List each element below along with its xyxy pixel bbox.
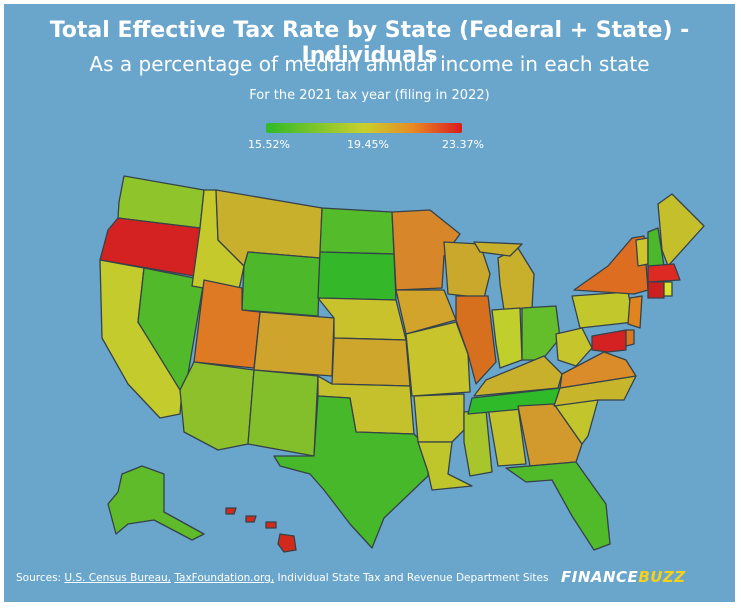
state-rhode-island [663,281,673,297]
taxfoundation-link[interactable]: TaxFoundation.org, [174,572,275,584]
state-vermont [635,237,649,267]
state-delaware [625,329,635,347]
state-connecticut [647,281,665,299]
state-south-dakota [317,251,397,301]
state-hawaii-oahu [245,515,257,523]
state-michigan [497,247,535,311]
subtitle: As a percentage of median annual income … [89,52,650,76]
state-louisiana [417,441,473,491]
legend-min-label: 15.52% [248,138,290,151]
map-panel: Total Effective Tax Rate by State (Feder… [4,4,735,602]
state-kentucky [473,355,563,397]
state-georgia [517,403,583,467]
legend-mid-label: 19.45% [347,138,389,151]
state-colorado [253,311,335,377]
state-arkansas [413,393,465,443]
state-ohio [521,305,561,361]
state-texas [273,395,431,549]
state-alaska [107,465,205,541]
sources-footer: Sources: U.S. Census Bureau, TaxFoundati… [16,572,548,584]
state-wyoming [241,251,321,317]
state-hawaii-maui [265,521,277,529]
financebuzz-logo: FINANCEBUZZ [561,568,686,586]
state-west-virginia [555,327,593,367]
state-pennsylvania [571,291,635,329]
census-bureau-link[interactable]: U.S. Census Bureau, [64,572,171,584]
state-hawaii-kauai [225,507,237,515]
state-michigan-up [473,241,523,257]
state-new-york [573,235,649,295]
legend-gradient [266,123,462,133]
legend-max-label: 23.37% [442,138,484,151]
state-missouri [405,321,471,397]
state-virginia [559,351,637,389]
state-illinois [455,295,497,385]
us-state-map [99,175,705,553]
state-new-mexico [247,369,319,457]
state-maine [657,193,705,267]
state-wisconsin [443,241,491,299]
state-massachusetts [647,263,681,283]
state-mississippi [463,409,493,477]
state-maryland [591,329,627,353]
sources-prefix: Sources: [16,572,65,584]
sources-suffix: Individual State Tax and Revenue Departm… [274,572,549,584]
state-indiana [491,307,523,369]
state-hawaii [277,533,297,553]
state-north-dakota [319,207,395,255]
brand-part-2: BUZZ [638,568,686,586]
state-arizona [179,361,255,451]
state-kansas [331,337,411,387]
brand-part-1: FINANCE [561,568,639,586]
page-title: Total Effective Tax Rate by State (Feder… [49,18,690,68]
state-new-jersey [627,295,643,329]
tax-year-note: For the 2021 tax year (filing in 2022) [249,88,490,103]
state-florida [505,461,611,551]
